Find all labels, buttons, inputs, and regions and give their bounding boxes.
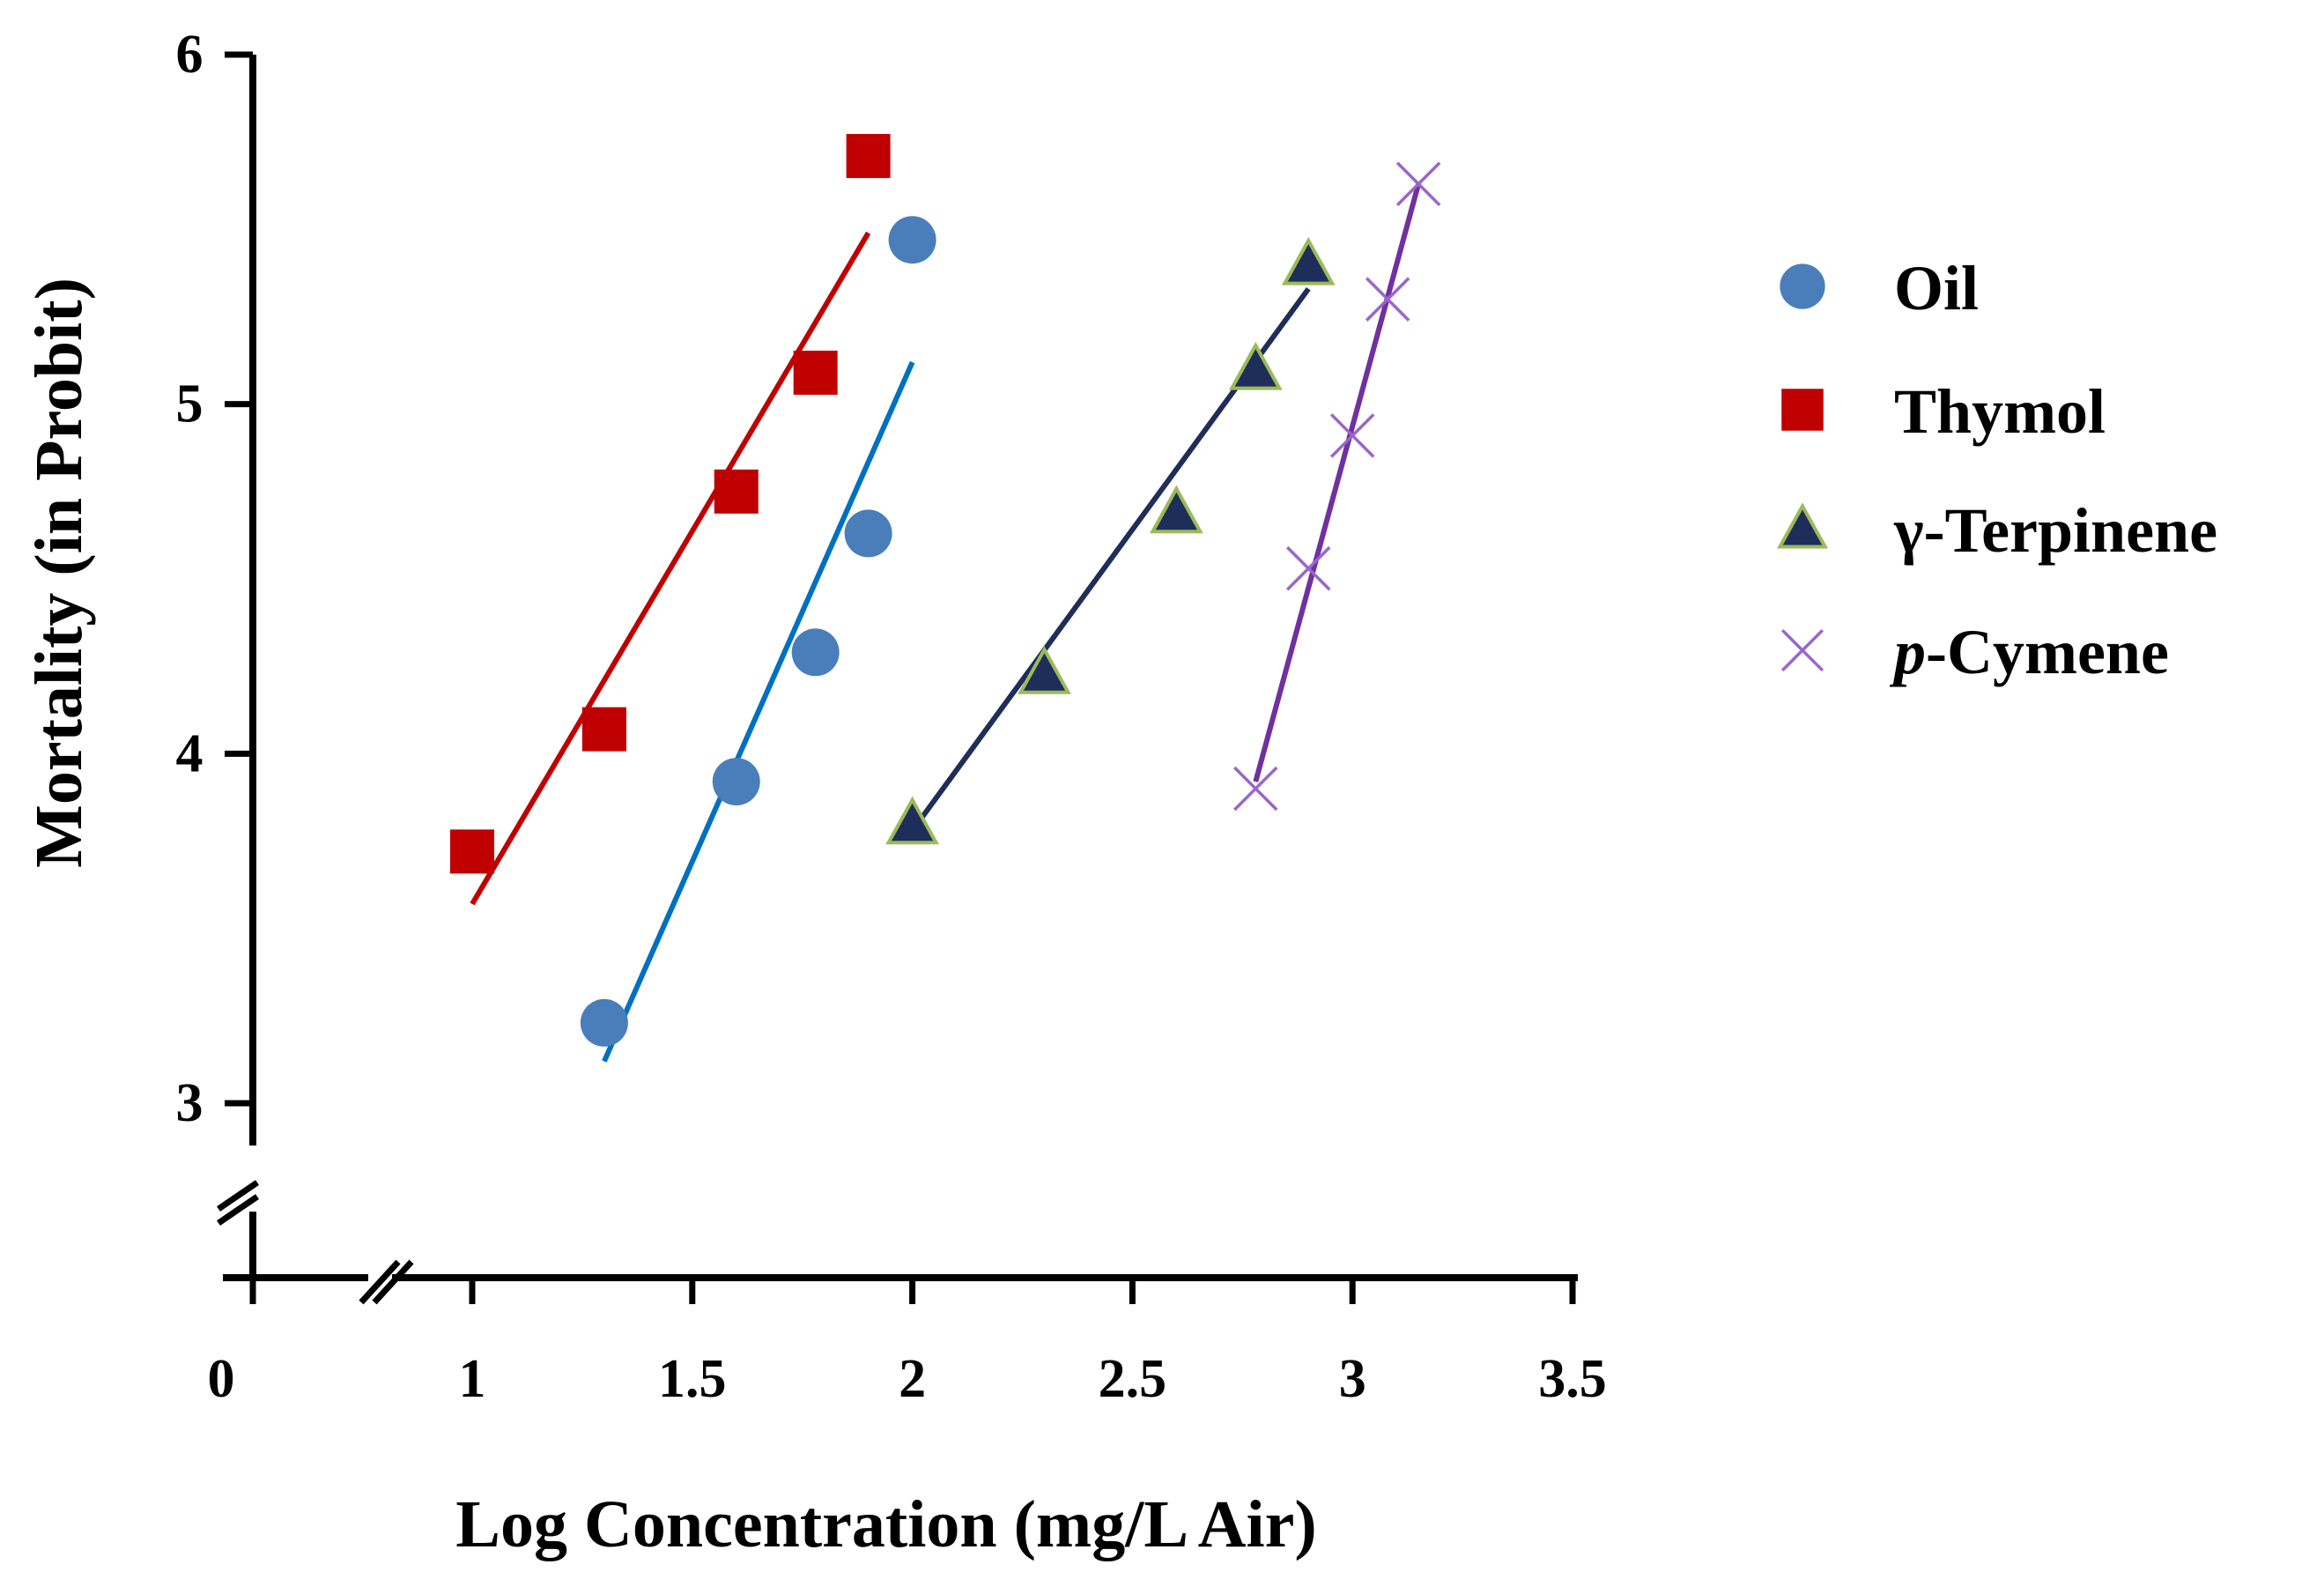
x-axis-break-mark (372, 1259, 414, 1305)
x-tick-label: 2.5 (1099, 1349, 1167, 1409)
x-tick-label: 1.5 (658, 1349, 727, 1409)
point-p-cymene (1365, 277, 1410, 322)
fit-line-oil (602, 360, 915, 1063)
data-points (450, 134, 1441, 1047)
point-terpinene (1018, 645, 1071, 694)
point-terpinene (1228, 341, 1283, 390)
point-terpinene (885, 796, 939, 845)
legend-label-p-cymene: p-Cymene (1889, 617, 2169, 687)
point-thymol (450, 829, 494, 874)
ticks: 3 4 5 6 0 1 1.5 2 2.5 3 3.5 (176, 25, 1607, 1409)
y-tick-label: 5 (176, 374, 204, 434)
x-tick-label: 0 (208, 1349, 235, 1409)
y-tick-label: 6 (176, 25, 204, 85)
point-oil (888, 216, 936, 264)
x-tick-label: 2 (899, 1349, 926, 1409)
point-thymol (793, 350, 838, 395)
x-marker-stroke (1233, 766, 1278, 812)
legend-marker-terpinene (1776, 502, 1829, 549)
x-marker-stroke (1780, 628, 1824, 672)
fit-line-thymol (470, 231, 871, 906)
y-axis-title: Mortality (in Probit) (22, 278, 96, 868)
legend-marker-thymol (1781, 389, 1824, 431)
x-marker-stroke (1329, 413, 1375, 458)
fit-line-p-cymene (1253, 182, 1422, 782)
point-terpinene (1149, 485, 1203, 534)
x-axis-title: Log Concentration (mg/L Air) (455, 1487, 1316, 1561)
y-tick-label: 4 (176, 723, 204, 783)
x-tick-label: 3.5 (1538, 1349, 1607, 1409)
legend-label-terpinene: γ-Terpinene (1893, 495, 2217, 566)
y-tick-label: 3 (176, 1073, 204, 1133)
axes (217, 55, 1578, 1305)
y-axis-break-mark (217, 1180, 259, 1212)
legend-marker-p-cymene (1780, 628, 1824, 672)
x-marker-stroke (1395, 161, 1441, 207)
point-thymol (581, 707, 626, 752)
point-p-cymene (1286, 545, 1331, 591)
point-thymol (846, 134, 891, 179)
point-thymol (714, 469, 759, 514)
point-p-cymene (1329, 413, 1375, 458)
legend-label-prefix: p (1889, 617, 1926, 687)
point-p-cymene (1395, 161, 1441, 207)
legend: Oil Thymol γ-Terpinene p-Cymene (1776, 253, 2217, 687)
x-tick-label: 1 (459, 1349, 486, 1409)
x-marker-stroke (1286, 545, 1331, 591)
x-tick-label: 3 (1339, 1349, 1366, 1409)
point-oil (844, 509, 892, 558)
fit-lines (470, 182, 1422, 1063)
point-terpinene (1281, 236, 1336, 285)
point-oil (580, 998, 628, 1047)
x-marker-stroke (1365, 277, 1410, 322)
legend-label-thymol: Thymol (1894, 376, 2106, 447)
legend-marker-oil (1780, 263, 1825, 309)
legend-label-suffix: -Cymene (1926, 617, 2169, 687)
point-oil (791, 628, 840, 677)
point-p-cymene (1233, 766, 1278, 812)
legend-label-oil: Oil (1894, 253, 1979, 323)
y-axis-break-mark (217, 1194, 259, 1226)
x-axis-break-mark (359, 1259, 401, 1305)
point-oil (712, 758, 760, 806)
